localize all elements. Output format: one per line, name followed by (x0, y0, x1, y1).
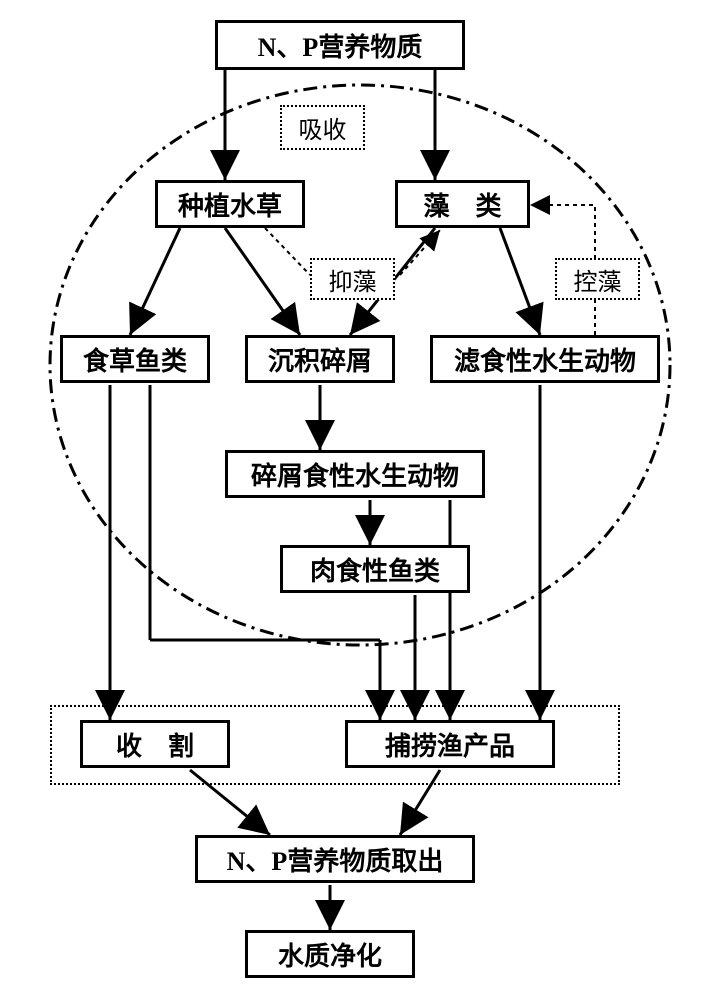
node-plant-grass: 种植水草 (155, 180, 305, 228)
node-carnivore-fish: 肉食性鱼类 (280, 545, 470, 593)
node-detritus-feeders: 碎屑食性水生动物 (225, 450, 485, 498)
node-harvest: 收 割 (80, 720, 230, 768)
node-algae: 藻 类 (395, 180, 530, 228)
node-np-removed: N、P营养物质取出 (195, 835, 475, 883)
node-sediment-debris: 沉积碎屑 (245, 335, 395, 383)
node-np-nutrients: N、P营养物质 (215, 20, 465, 70)
label-absorb: 吸收 (280, 105, 365, 150)
node-water-purify: 水质净化 (245, 930, 415, 978)
label-control-algae: 控藻 (555, 258, 640, 300)
node-catch-fish: 捕捞渔产品 (345, 720, 555, 768)
node-filter-feeders: 滤食性水生动物 (430, 335, 660, 383)
node-herbivore-fish: 食草鱼类 (60, 335, 210, 383)
label-inhibit-algae: 抑藻 (310, 258, 395, 300)
